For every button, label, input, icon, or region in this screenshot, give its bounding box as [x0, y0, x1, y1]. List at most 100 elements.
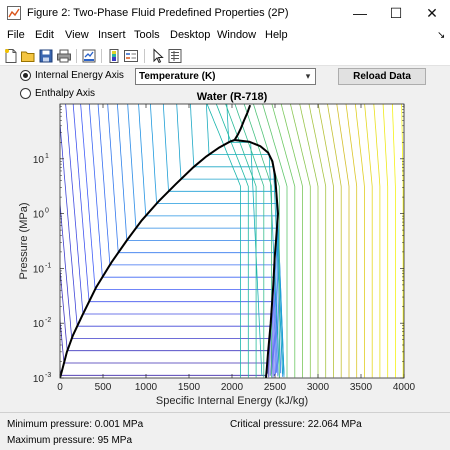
- x-tick-label: 2000: [221, 382, 244, 393]
- property-dropdown-value: Temperature (K): [139, 71, 216, 82]
- figure-toolbar: [0, 46, 450, 66]
- isotherm-line: [280, 104, 303, 378]
- saturated-liquid-line: [60, 139, 235, 378]
- property-dropdown[interactable]: Temperature (K) ▾: [135, 68, 316, 85]
- colorbar-icon[interactable]: [106, 48, 122, 64]
- isotherm-line: [364, 104, 373, 378]
- isotherm-line: [80, 104, 276, 375]
- radio-label-enthalpy: Enthalpy Axis: [35, 88, 96, 99]
- radio-internal-energy-axis[interactable]: Internal Energy Axis: [20, 70, 124, 81]
- menu-view[interactable]: View: [65, 29, 89, 41]
- status-footer: Minimum pressure: 0.001 MPa Maximum pres…: [0, 412, 450, 450]
- legend-icon[interactable]: [123, 48, 139, 64]
- y-tick-label: 10: [33, 264, 45, 275]
- isotherm-line: [327, 104, 342, 378]
- maximize-button[interactable]: ☐: [389, 4, 403, 21]
- saturated-vapor-line: [234, 139, 280, 378]
- y-tick-label: 10: [33, 210, 45, 221]
- radio-enthalpy-axis[interactable]: Enthalpy Axis: [20, 88, 95, 99]
- chart-title: Water (R-718): [197, 91, 268, 103]
- x-tick-label: 1500: [178, 382, 201, 393]
- close-button[interactable]: ✕: [426, 4, 438, 21]
- link-plot-icon[interactable]: [81, 48, 97, 64]
- isotherm-line: [97, 104, 279, 377]
- y-axis-label: Pressure (MPa): [18, 202, 30, 279]
- isotherm-line: [290, 104, 311, 378]
- toolbar-separator: [76, 49, 77, 63]
- isotherm-line: [317, 104, 334, 378]
- menu-window[interactable]: Window: [217, 29, 257, 41]
- x-tick-label: 4000: [393, 382, 416, 393]
- isotherm-line: [373, 104, 381, 378]
- y-tick-exponent: 1: [45, 153, 49, 160]
- radio-label-internal-energy: Internal Energy Axis: [35, 70, 124, 81]
- y-tick-label: 10: [33, 374, 45, 385]
- isotherm-line: [243, 104, 272, 378]
- isotherm-line: [354, 104, 365, 378]
- window-title: Figure 2: Two-Phase Fluid Predefined Pro…: [27, 7, 289, 19]
- x-tick-label: 2500: [264, 382, 287, 393]
- x-tick-label: 500: [95, 382, 112, 393]
- save-icon[interactable]: [38, 48, 54, 64]
- isotherm-line: [271, 104, 296, 378]
- x-tick-label: 3500: [350, 382, 373, 393]
- isotherm-line: [206, 104, 280, 378]
- menu-help[interactable]: Help: [265, 29, 288, 41]
- y-tick-exponent: 0: [45, 208, 49, 215]
- x-axis-label: Specific Internal Energy (kJ/kg): [156, 395, 308, 407]
- isotherm-line: [382, 104, 389, 378]
- window-titlebar: Figure 2: Two-Phase Fluid Predefined Pro…: [0, 0, 450, 26]
- isotherm-line: [253, 104, 280, 378]
- menu-bar: File Edit View Insert Tools Desktop Wind…: [0, 26, 450, 46]
- y-tick-label: 10: [33, 155, 45, 166]
- y-tick-exponent: -3: [45, 372, 51, 379]
- menu-file[interactable]: File: [7, 29, 25, 41]
- isotherm-line: [60, 199, 271, 376]
- isotherm-line: [392, 104, 396, 378]
- isotherm-line: [206, 104, 241, 378]
- isotherm-line: [215, 104, 249, 378]
- menu-tools[interactable]: Tools: [134, 29, 160, 41]
- isotherm-line: [107, 104, 280, 375]
- y-tick-exponent: -1: [45, 262, 51, 269]
- menu-insert[interactable]: Insert: [98, 29, 126, 41]
- radio-button-unselected[interactable]: [20, 88, 31, 99]
- isotherm-line: [308, 104, 327, 378]
- new-figure-icon[interactable]: [3, 48, 19, 64]
- isotherm-line: [117, 104, 282, 374]
- x-tick-label: 1000: [135, 382, 158, 393]
- isotherm-line: [190, 104, 284, 374]
- isotherm-line: [225, 104, 257, 378]
- toolbar-separator: [144, 49, 145, 63]
- menu-desktop[interactable]: Desktop: [170, 29, 211, 41]
- isotherm-line: [176, 104, 285, 376]
- pointer-icon[interactable]: [150, 48, 166, 64]
- critical-pressure-text: Critical pressure: 22.064 MPa: [230, 419, 362, 430]
- menu-edit[interactable]: Edit: [35, 29, 54, 41]
- pressure-energy-chart: 0 500 1000 1500 2000 2500 3000 3500 400010-310-2…: [18, 91, 416, 407]
- y-tick-label: 10: [33, 319, 45, 330]
- isotherm-line: [60, 264, 270, 378]
- y-tick-exponent: -2: [45, 317, 51, 324]
- isotherm-line: [88, 104, 277, 373]
- isotherm-line: [345, 104, 358, 378]
- isotherm-line: [262, 104, 288, 378]
- critical-boundary-line: [233, 104, 252, 141]
- min-pressure-text: Minimum pressure: 0.001 MPa: [7, 419, 144, 430]
- x-tick-label: 3000: [307, 382, 330, 393]
- isotherm-line: [336, 104, 350, 378]
- chevron-down-icon[interactable]: ▾: [305, 71, 311, 81]
- isotherm-line: [299, 104, 319, 378]
- print-icon[interactable]: [56, 48, 72, 64]
- open-file-icon[interactable]: [20, 48, 36, 64]
- max-pressure-text: Maximum pressure: 95 MPa: [7, 435, 133, 446]
- isotherm-line: [60, 119, 272, 375]
- isotherm-line: [65, 104, 274, 378]
- reload-data-button[interactable]: Reload Data: [338, 68, 426, 85]
- toolbar-separator: [101, 49, 102, 63]
- x-tick-label: 0: [57, 382, 63, 393]
- radio-button-selected[interactable]: [20, 70, 31, 81]
- minimize-button[interactable]: —: [353, 5, 367, 21]
- dock-arrow-icon[interactable]: ↘: [437, 30, 446, 41]
- property-inspector-icon[interactable]: [167, 48, 183, 64]
